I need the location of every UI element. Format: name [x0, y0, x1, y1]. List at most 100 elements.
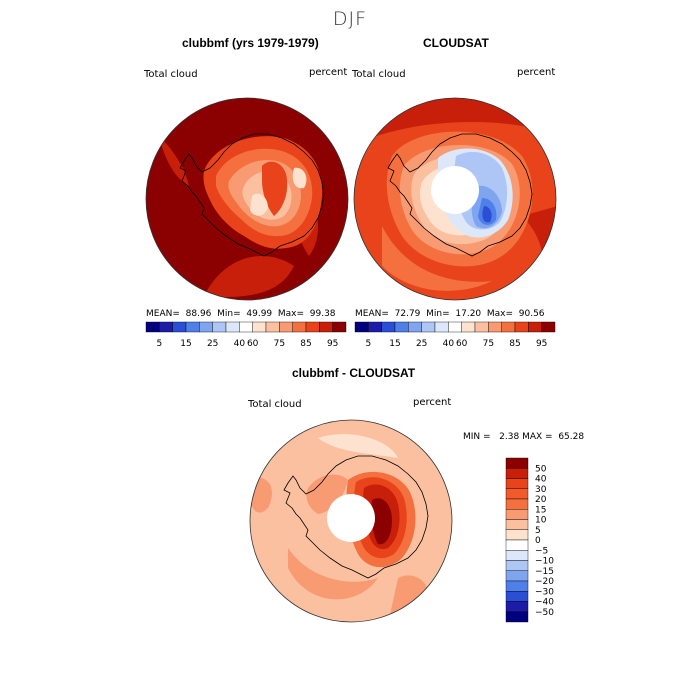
- panel3-colorbar-swatch: [505, 498, 529, 510]
- panel3-colorbar-swatch: [505, 509, 529, 520]
- panel2-contour: [482, 206, 492, 223]
- panel3-colorbar-tick-label: 50: [535, 464, 547, 474]
- panel1-stats: MEAN= 88.96 Min= 49.99 Max= 99.38: [146, 309, 336, 319]
- panel3-colorbar-tick-label: −15: [535, 567, 554, 577]
- panel3-map-border: [249, 419, 453, 623]
- panel2-colorbar-tick-label: 25: [416, 339, 427, 349]
- panel2-stats: MEAN= 72.79 Min= 17.20 Max= 90.56: [355, 309, 545, 319]
- panel2-unit-label: percent: [517, 67, 556, 78]
- panel1-colorbar-swatch: [225, 321, 240, 333]
- panel3-colorbar-swatch: [505, 519, 529, 530]
- panel2-colorbar-tick-label: 60: [456, 339, 468, 349]
- panel1-colorbar-swatch: [332, 321, 347, 333]
- panel2-colorbar-swatch: [434, 321, 449, 333]
- panel3-colorbar-swatch: [505, 570, 529, 582]
- panel3-colorbar-swatch: [505, 580, 529, 592]
- panel2-colorbar-swatch: [394, 321, 409, 333]
- panel3-colorbar-tick-label: −5: [535, 546, 548, 556]
- panel3-contour: [306, 474, 348, 514]
- panel3-contour: [371, 498, 392, 545]
- panel1-polar-map: [145, 97, 349, 301]
- panel2-colorbar-swatch: [368, 321, 382, 333]
- panel3-colorbar-swatch: [505, 550, 529, 561]
- panel1-colorbar-tick-label: 25: [207, 339, 218, 349]
- panel2-polar-map: [353, 97, 557, 301]
- panel1-colorbar-swatch: [172, 321, 187, 333]
- panel2-colorbar: 5 15 25 40 60 75 85 95: [354, 321, 556, 349]
- panel2-colorbar-swatch: [461, 321, 476, 333]
- panel1-colorbar-swatch: [159, 321, 173, 333]
- panel2-colorbar-swatch: [354, 321, 369, 333]
- panel1-colorbar-tick-label: 75: [274, 339, 285, 349]
- panel1-colorbar-swatch: [199, 321, 213, 333]
- panel3-colorbar-swatch: [505, 488, 529, 500]
- panel3-polar-map: [249, 419, 453, 623]
- panel3-unit-label: percent: [413, 397, 452, 408]
- panel2-colorbar-swatch: [408, 321, 422, 333]
- panel2-colorbar-swatch: [474, 321, 489, 333]
- panel2-colorbar-swatch: [421, 321, 436, 333]
- panel1-field-label: Total cloud: [144, 69, 198, 80]
- panel2-coastline: [387, 133, 533, 257]
- panel1-colorbar-tick-label: 60: [247, 339, 259, 349]
- panel3-colorbar-tick-label: 15: [535, 505, 546, 515]
- panel1-contour: [204, 256, 294, 297]
- panel2-field-label: Total cloud: [352, 69, 406, 80]
- panel3-colorbar-tick-label: −40: [535, 598, 554, 608]
- panel3-colorbar-tick-label: 40: [535, 475, 547, 485]
- panel3-colorbar-tick-label: 30: [535, 485, 547, 495]
- panel3-colorbar-tick-label: −10: [535, 557, 554, 567]
- panel3-colorbar-tick-label: −50: [535, 608, 554, 618]
- panel1-colorbar-tick-label: 15: [180, 339, 191, 349]
- panel3-colorbar-tick-label: −20: [535, 577, 554, 587]
- panel3-colorbar-swatch: [505, 591, 529, 602]
- panel1-colorbar-tick-label: 95: [327, 339, 338, 349]
- panel3-colorbar-swatch: [505, 529, 529, 541]
- panel3-colorbar-swatch: [505, 457, 529, 469]
- panel3-colorbar-tick-label: −30: [535, 587, 554, 597]
- panel2-colorbar-swatch: [488, 321, 502, 333]
- panel3-colorbar-swatch: [505, 560, 529, 571]
- panel2-colorbar-swatch: [541, 321, 556, 333]
- panel3-stats: MIN = 2.38 MAX = 65.28: [463, 432, 585, 442]
- panel3-pole-hole: [327, 494, 375, 542]
- panel2-colorbar-tick-label: 95: [536, 339, 547, 349]
- panel3-colorbar-swatch: [505, 611, 529, 623]
- panel2-colorbar-swatch: [501, 321, 516, 333]
- panel1-colorbar-swatch: [305, 321, 320, 333]
- panel1-contour: [262, 161, 288, 216]
- panel3-field-label: Total cloud: [248, 399, 302, 410]
- panel1-colorbar-tick-label: 40: [234, 339, 246, 349]
- panel3-colorbar-tick-label: 20: [535, 495, 547, 505]
- panel1-unit-label: percent: [309, 67, 348, 78]
- panel2-map-border: [353, 97, 557, 301]
- panel1-colorbar-swatch: [252, 321, 267, 333]
- panel3-colorbar-tick-label: 5: [535, 526, 541, 536]
- panel2-pole-hole: [431, 166, 479, 214]
- panel3-colorbar-swatch: [505, 468, 529, 479]
- panel2-colorbar-tick-label: 40: [443, 339, 455, 349]
- panel1-colorbar-swatch: [212, 321, 227, 333]
- panel3-colorbar-swatch: [505, 601, 529, 612]
- panel3-colorbar-tick-label: 0: [535, 536, 541, 546]
- panel3-title: clubbmf - CLOUDSAT: [292, 366, 416, 380]
- panel2-title: CLOUDSAT: [423, 36, 489, 50]
- panel2-colorbar-tick-label: 75: [483, 339, 494, 349]
- panel2-contour: [382, 226, 492, 291]
- panel1-map-border: [145, 97, 349, 301]
- panel1-contour: [159, 136, 189, 186]
- panel1-colorbar: 5 15 25 40 60 75 85 95: [145, 321, 347, 349]
- panel1-colorbar-swatch: [292, 321, 307, 333]
- panel1-colorbar-swatch: [279, 321, 293, 333]
- panel3-colorbar-tick-label: 10: [535, 516, 547, 526]
- panel1-coastline: [179, 133, 325, 257]
- panel3-contour: [288, 548, 378, 600]
- panel2-colorbar-swatch: [381, 321, 396, 333]
- panel3-coastline: [283, 455, 429, 579]
- panel1-colorbar-tick-label: 5: [156, 339, 162, 349]
- panel2-colorbar-swatch: [514, 321, 529, 333]
- panel1-colorbar-tick-label: 85: [300, 339, 311, 349]
- panel2-colorbar-tick-label: 5: [365, 339, 371, 349]
- panel1-colorbar-swatch: [319, 321, 333, 333]
